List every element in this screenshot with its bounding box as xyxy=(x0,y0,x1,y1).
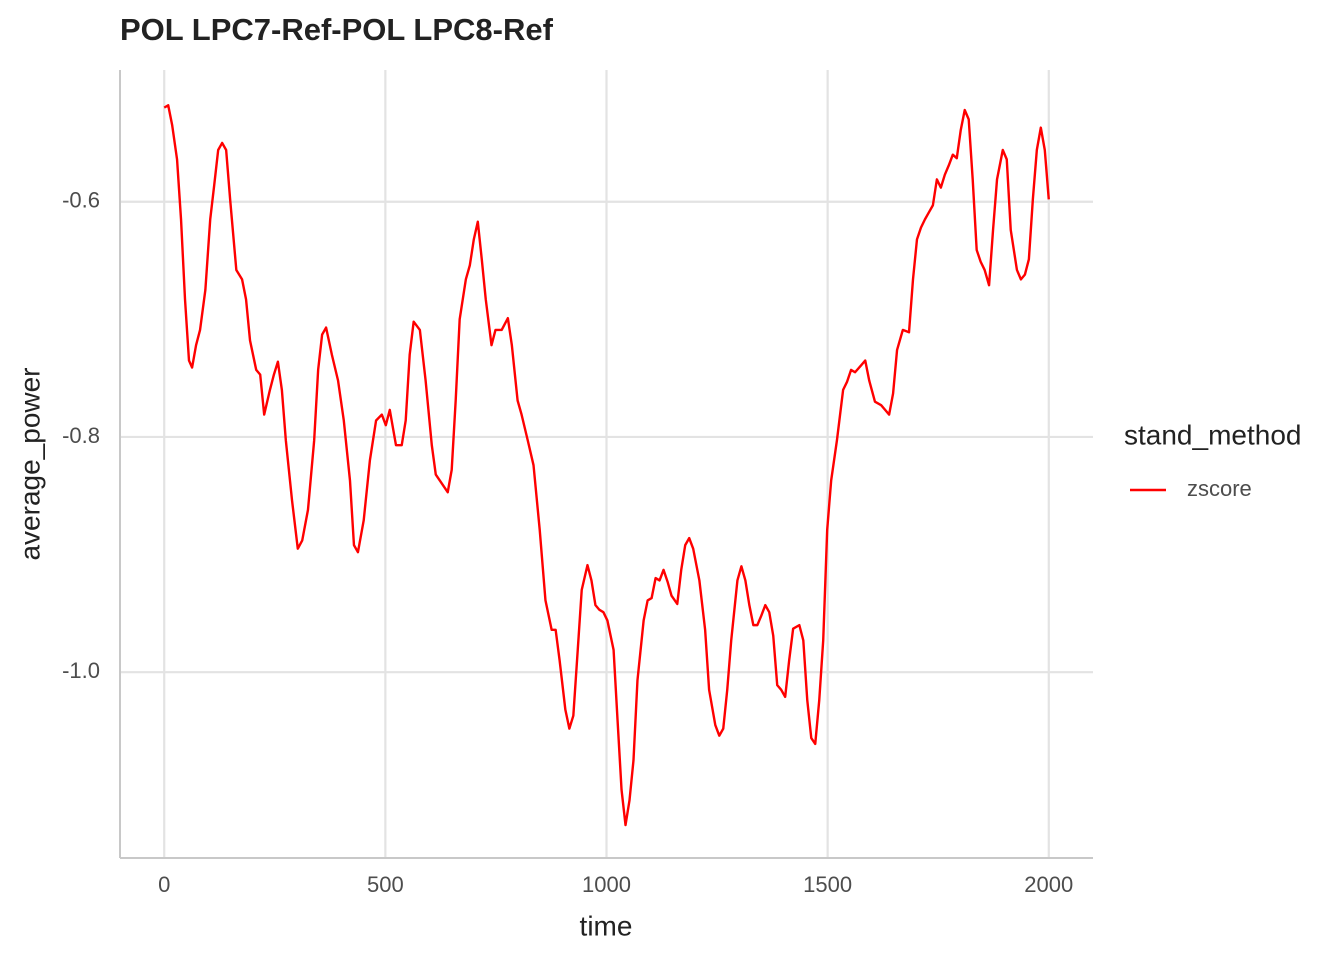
legend-title: stand_method xyxy=(1124,419,1301,450)
x-tick-label: 0 xyxy=(158,872,170,897)
y-tick-label: -1.0 xyxy=(62,658,100,683)
x-tick-label: 500 xyxy=(367,872,404,897)
y-axis-title: average_power xyxy=(14,367,45,560)
y-tick-label: -0.6 xyxy=(62,188,100,213)
x-tick-label: 2000 xyxy=(1024,872,1073,897)
x-tick-label: 1000 xyxy=(582,872,631,897)
legend-label: zscore xyxy=(1187,476,1252,501)
x-tick-label: 1500 xyxy=(803,872,852,897)
y-tick-label: -0.8 xyxy=(62,423,100,448)
chart-title: POL LPC7-Ref-POL LPC8-Ref xyxy=(120,12,554,47)
data-line xyxy=(163,104,1050,827)
x-axis-title: time xyxy=(580,910,633,941)
